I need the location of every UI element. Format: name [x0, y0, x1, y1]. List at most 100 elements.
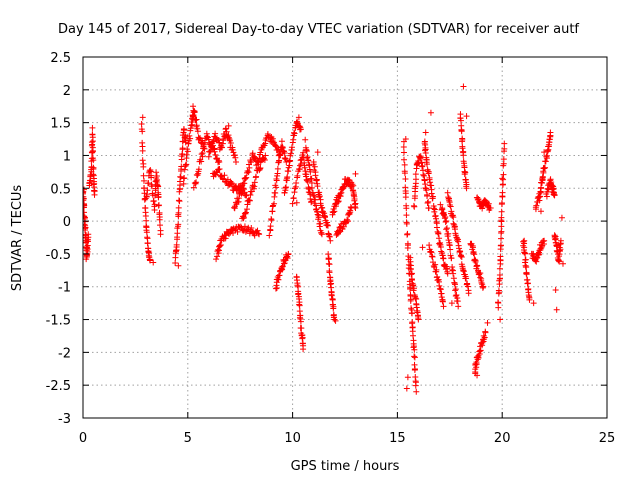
data-point: [552, 287, 559, 294]
data-point: [437, 201, 444, 208]
data-point: [537, 245, 544, 252]
data-point: [273, 184, 280, 191]
data-point: [175, 262, 182, 269]
data-point: [501, 145, 508, 152]
data-point: [183, 151, 190, 158]
data-point: [285, 168, 292, 175]
data-point: [150, 259, 157, 266]
data-point: [256, 231, 263, 238]
data-point: [324, 222, 331, 229]
x-tick-labels: 0 5 10 15 20 25: [79, 431, 615, 446]
data-point: [458, 254, 465, 261]
data-point: [195, 166, 202, 173]
data-point: [474, 372, 481, 379]
data-point: [545, 146, 552, 153]
data-point: [246, 164, 253, 171]
plot-frame: [82, 56, 608, 419]
data-point: [543, 153, 550, 160]
data-point: [179, 145, 186, 152]
y-axis-label: SDTVAR / TECUs: [10, 185, 25, 292]
data-point: [190, 184, 197, 191]
data-point: [274, 165, 281, 172]
data-point: [205, 153, 212, 160]
data-point: [240, 186, 247, 193]
data-point: [523, 271, 530, 278]
x-tick-label: 5: [184, 431, 192, 446]
data-point: [302, 136, 309, 143]
data-point: [336, 224, 343, 231]
data-point: [145, 180, 152, 187]
data-point: [231, 204, 238, 211]
data-point: [207, 147, 214, 154]
data-point: [497, 235, 504, 242]
data-point: [157, 231, 164, 238]
data-point: [450, 214, 457, 221]
data-point: [522, 256, 529, 263]
data-point: [413, 388, 420, 395]
data-point: [90, 171, 97, 178]
data-point: [155, 194, 162, 201]
data-point: [460, 152, 467, 159]
data-point: [88, 139, 95, 146]
data-point: [351, 197, 358, 204]
data-point: [307, 168, 314, 175]
data-point: [179, 138, 186, 145]
data-point: [257, 149, 264, 156]
data-point: [479, 205, 486, 212]
y-tick-label: -1: [58, 281, 71, 296]
data-point: [297, 318, 304, 325]
data-point: [348, 204, 355, 211]
data-point: [525, 292, 532, 299]
data-point: [523, 263, 530, 270]
data-point: [172, 259, 179, 266]
data-point: [303, 148, 310, 155]
data-point: [526, 296, 533, 303]
data-point: [461, 171, 468, 178]
data-point: [442, 218, 449, 225]
data-point: [293, 180, 300, 187]
data-point: [331, 316, 338, 323]
data-point: [337, 193, 344, 200]
data-point: [402, 175, 409, 182]
data-point: [184, 148, 191, 155]
data-point: [401, 156, 408, 163]
data-point: [459, 145, 466, 152]
data-point: [140, 163, 147, 170]
data-point: [303, 171, 310, 178]
data-point: [340, 223, 347, 230]
data-point: [278, 138, 285, 145]
data-point: [440, 255, 447, 262]
data-point: [458, 128, 465, 135]
data-point: [283, 184, 290, 191]
data-point: [218, 172, 225, 179]
data-point: [347, 209, 354, 216]
data-point: [431, 206, 438, 213]
data-point: [185, 140, 192, 147]
data-point: [257, 165, 264, 172]
data-point: [435, 230, 442, 237]
data-point: [315, 214, 322, 221]
data-point: [421, 177, 428, 184]
data-point: [240, 214, 247, 221]
data-point: [425, 204, 432, 211]
data-point: [462, 169, 469, 176]
data-point: [469, 244, 476, 251]
data-point: [244, 167, 251, 174]
data-point: [495, 287, 502, 294]
data-point: [326, 233, 333, 240]
data-point: [402, 136, 409, 143]
data-point: [300, 346, 307, 353]
data-point: [225, 134, 232, 141]
data-point: [412, 176, 419, 183]
data-point: [194, 128, 201, 135]
data-point: [204, 133, 211, 140]
data-point: [83, 221, 88, 228]
axis-ticks: [82, 56, 608, 419]
data-point: [432, 261, 439, 268]
data-point: [410, 285, 417, 292]
data-point: [249, 150, 256, 157]
data-point: [439, 298, 446, 305]
data-point: [326, 269, 333, 276]
data-point: [249, 182, 256, 189]
data-point: [321, 213, 328, 220]
